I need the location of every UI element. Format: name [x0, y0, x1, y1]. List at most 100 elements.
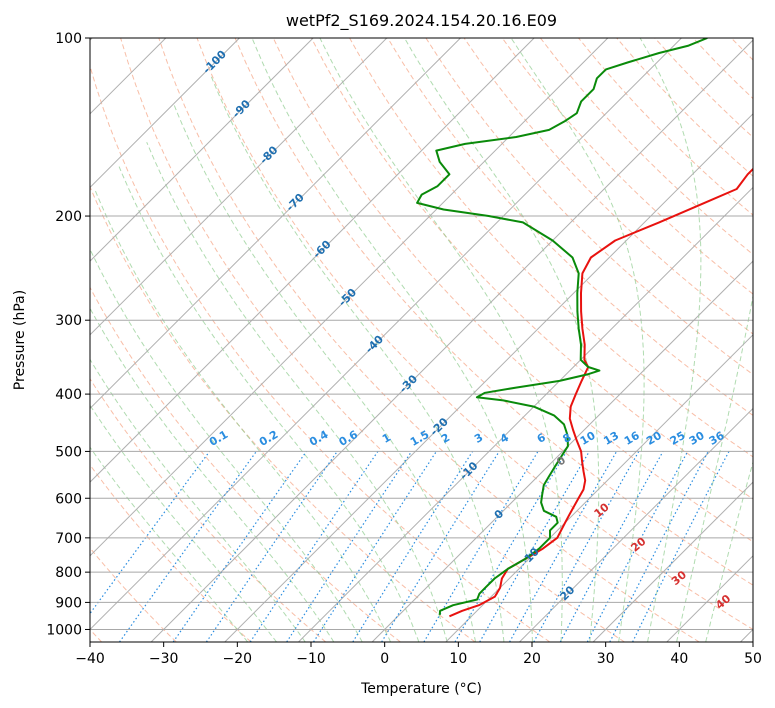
mixing-ratio-label: 25 [668, 429, 688, 448]
dry-adiabat [158, 38, 700, 642]
moist-adiabat [118, 166, 420, 642]
dry-adiabat [90, 464, 252, 642]
y-tick-label: 600 [55, 491, 82, 507]
dry-adiabat [234, 38, 753, 586]
dry-adiabat [654, 38, 753, 138]
moist-adiabat [209, 73, 505, 642]
moist-adiabat [90, 358, 306, 642]
isotherm-line [90, 38, 314, 262]
mixing-ratio-line [119, 451, 257, 642]
mixing-ratio-label: 6 [535, 431, 548, 446]
plot-frame [89, 37, 754, 643]
mixing-ratio-line [533, 451, 640, 642]
x-tick-label: 10 [449, 651, 467, 667]
pressure-gridlines [90, 38, 753, 630]
x-tick-label: −20 [223, 651, 253, 667]
dry-adiabat [90, 377, 327, 642]
mixing-ratio-label: 2 [439, 431, 452, 446]
dry-adiabat-label: 30 [669, 568, 689, 588]
series-layer [416, 38, 753, 618]
isotherm-line [90, 38, 240, 189]
isotherm-label: -50 [336, 286, 359, 309]
isotherm-line [150, 39, 753, 642]
x-axis-label: Temperature (°C) [360, 681, 482, 697]
mixing-ratio-label: 10 [578, 429, 598, 448]
mixing-ratio-line [559, 451, 664, 642]
x-tick-label: −30 [149, 651, 179, 667]
mixing-ratio-label: 36 [707, 429, 727, 448]
isotherm-label: -70 [284, 191, 307, 214]
mixing-ratio-label: 0.6 [337, 428, 361, 449]
dry-adiabat [90, 286, 401, 642]
isotherm-line [90, 38, 388, 336]
dry-adiabat [90, 64, 551, 642]
mixing-ratio-line [249, 451, 379, 642]
dry-adiabat [769, 38, 775, 642]
dry-adiabat [310, 38, 753, 500]
dry-adiabat [501, 38, 753, 295]
dry-adiabat [272, 38, 753, 543]
mixing-ratio-line [172, 451, 307, 642]
moist-adiabat [676, 293, 753, 642]
mixing-ratio-line [609, 451, 709, 642]
mixing-ratio-line [381, 451, 500, 642]
moist-adiabat [90, 307, 335, 642]
moist-adiabat [510, 38, 645, 642]
mixing-ratio-line [312, 451, 437, 642]
mixing-ratio-label: 3 [472, 431, 485, 446]
mixing-ratio-line [205, 451, 338, 642]
y-tick-label: 900 [55, 595, 82, 611]
isotherm-line [740, 628, 753, 642]
y-tick-label: 100 [55, 31, 82, 47]
moist-adiabat [90, 248, 363, 642]
dry-adiabat [90, 547, 177, 642]
mixing-ratio-label: 16 [622, 429, 642, 448]
mixing-ratio-label: 8 [561, 431, 574, 446]
isotherm-line [90, 38, 609, 557]
mixing-ratio-label: 1.5 [408, 428, 431, 449]
moist-adiabat [173, 105, 476, 642]
mixing-ratio-label: 4 [498, 431, 511, 446]
y-tick-label: 200 [55, 209, 82, 225]
mixing-ratio-label: 1 [380, 431, 393, 446]
dry-adiabat-label: 10 [592, 500, 612, 520]
background-lines [90, 38, 775, 642]
isotherm-label: -60 [310, 237, 333, 260]
mixing-ratio-label: 30 [687, 429, 707, 448]
dry-adiabat [120, 38, 625, 642]
dry-adiabat [90, 185, 476, 642]
isotherm-line [592, 481, 753, 642]
mixing-ratio-label: 20 [644, 429, 664, 448]
isotherm-line [90, 38, 461, 410]
isotherm-line [519, 407, 753, 642]
dry-adiabat [425, 38, 753, 376]
isotherm-line [371, 260, 753, 642]
moist-adiabat [90, 404, 277, 642]
isotherm-line [90, 38, 682, 631]
mixing-ratio-line [286, 451, 413, 642]
dry-adiabat [540, 38, 753, 256]
dry-adiabat-label: 40 [713, 592, 733, 612]
y-tick-label: 400 [55, 387, 82, 403]
mixing-ratio-line [509, 451, 618, 642]
chart-title: wetPf2_S169.2024.154.20.16.E09 [286, 11, 557, 31]
y-tick-label: 700 [55, 531, 82, 547]
moist-adiabat [639, 38, 702, 642]
dry-adiabat [692, 38, 753, 100]
mixing-ratio-line [90, 451, 211, 615]
moist-adiabat [94, 188, 392, 642]
moist-adiabat [319, 38, 563, 642]
mixing-ratio-label: 0.1 [207, 428, 230, 449]
x-tick-label: 0 [380, 651, 389, 667]
y-tick-label: 500 [55, 444, 82, 460]
isotherm-line [90, 38, 535, 483]
temperature-profile-line [449, 167, 753, 618]
dry-adiabat [463, 38, 753, 335]
x-tick-label: −40 [75, 651, 105, 667]
dry-adiabat [387, 38, 753, 417]
dewpoint-profile-line [416, 38, 708, 615]
mixing-ratio-line [632, 451, 730, 642]
x-tick-label: 20 [523, 651, 541, 667]
mixing-ratio-label: 0.4 [307, 428, 331, 449]
